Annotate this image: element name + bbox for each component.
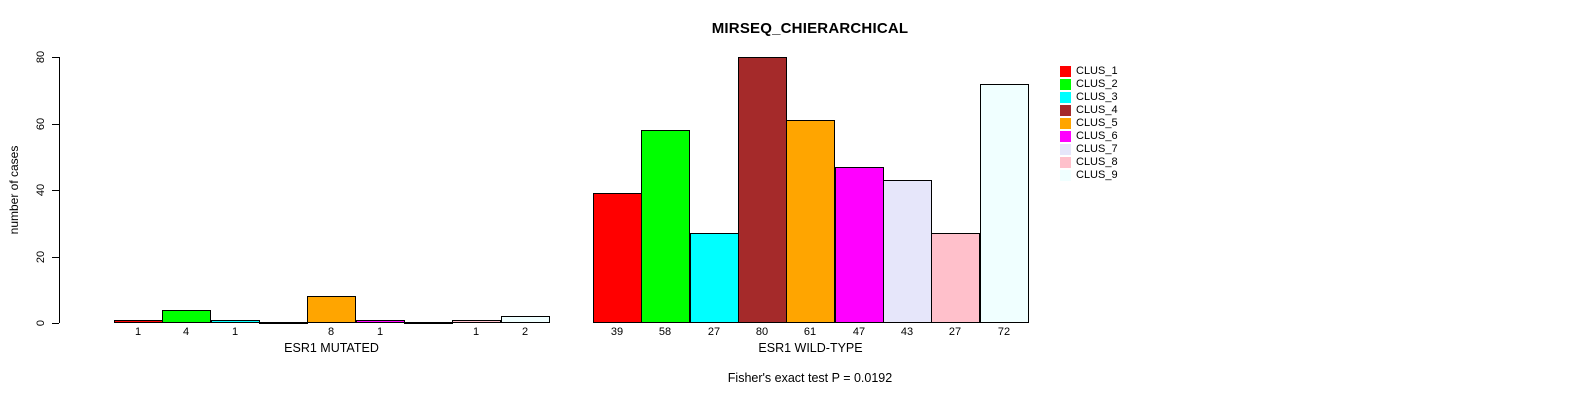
bar-esr1-wild-type-CLUS_3	[690, 233, 739, 323]
legend-item-CLUS_6: CLUS_6	[1060, 130, 1118, 143]
bar-esr1-mutated-CLUS_5	[307, 296, 356, 323]
bar-esr1-wild-type-CLUS_9	[980, 84, 1029, 323]
legend-label: CLUS_4	[1076, 104, 1118, 116]
legend-label: CLUS_7	[1076, 143, 1118, 155]
bar-esr1-mutated-CLUS_8	[452, 320, 501, 323]
bar-esr1-mutated-CLUS_1	[114, 320, 163, 323]
bar-esr1-mutated-CLUS_9	[501, 316, 550, 323]
chart-title: MIRSEQ_CHIERARCHICAL	[711, 20, 909, 37]
y-axis-line	[59, 57, 60, 323]
y-tick-mark	[52, 57, 59, 58]
legend-swatch-CLUS_8	[1060, 157, 1071, 168]
legend-swatch-CLUS_1	[1060, 66, 1071, 77]
legend-swatch-CLUS_4	[1060, 105, 1071, 116]
y-tick-mark	[52, 123, 59, 125]
bar-value-label: 27	[707, 326, 721, 338]
bar-value-label: 43	[900, 326, 914, 338]
legend-item-CLUS_9: CLUS_9	[1060, 169, 1118, 182]
y-tick-label: 40	[35, 183, 47, 197]
legend-swatch-CLUS_7	[1060, 144, 1071, 155]
legend-swatch-CLUS_3	[1060, 92, 1071, 103]
x-axis-group-label-mutated: ESR1 MUTATED	[284, 341, 379, 355]
legend-item-CLUS_1: CLUS_1	[1060, 65, 1118, 78]
bar-value-label: 47	[852, 326, 866, 338]
bar-esr1-wild-type-CLUS_5	[786, 120, 835, 323]
bar-value-label: 58	[658, 326, 672, 338]
x-axis-group-label-wildtype: ESR1 WILD-TYPE	[758, 341, 863, 355]
bar-value-label: 1	[472, 326, 480, 338]
legend-item-CLUS_7: CLUS_7	[1060, 143, 1118, 156]
legend-label: CLUS_1	[1076, 65, 1118, 77]
legend-label: CLUS_3	[1076, 91, 1118, 103]
bar-value-label: 27	[948, 326, 962, 338]
bar-value-label: 39	[610, 326, 624, 338]
legend-label: CLUS_9	[1076, 169, 1118, 181]
bar-esr1-wild-type-CLUS_6	[835, 167, 884, 323]
legend-label: CLUS_5	[1076, 117, 1118, 129]
y-tick-label: 0	[35, 319, 47, 327]
bar-value-label: 1	[134, 326, 142, 338]
bar-esr1-wild-type-CLUS_7	[883, 180, 932, 323]
legend-swatch-CLUS_5	[1060, 118, 1071, 129]
bar-value-label: 1	[231, 326, 239, 338]
fisher-test-annotation: Fisher's exact test P = 0.0192	[727, 371, 893, 385]
y-tick-mark	[52, 323, 59, 324]
y-tick-mark	[52, 190, 59, 191]
bar-value-label: 2	[521, 326, 529, 338]
bar-esr1-mutated-CLUS_2	[162, 310, 211, 323]
legend-label: CLUS_6	[1076, 130, 1118, 142]
bar-esr1-wild-type-CLUS_4	[738, 57, 787, 323]
bar-esr1-mutated-CLUS_6	[356, 320, 405, 323]
legend-item-CLUS_2: CLUS_2	[1060, 78, 1118, 91]
bar-zero-esr1-mutated-CLUS_7	[404, 322, 453, 324]
y-tick-label: 20	[35, 250, 47, 263]
legend-label: CLUS_2	[1076, 78, 1118, 90]
bar-value-label: 61	[803, 326, 817, 338]
bar-zero-esr1-mutated-CLUS_4	[259, 322, 308, 324]
bar-esr1-wild-type-CLUS_1	[593, 193, 642, 323]
bar-value-label: 4	[182, 326, 190, 338]
y-tick-mark	[52, 256, 59, 258]
bar-value-label: 80	[755, 326, 769, 338]
y-tick-label: 60	[35, 117, 47, 130]
legend-swatch-CLUS_2	[1060, 79, 1071, 90]
legend-item-CLUS_3: CLUS_3	[1060, 91, 1118, 104]
legend-swatch-CLUS_9	[1060, 170, 1071, 181]
bar-esr1-wild-type-CLUS_8	[931, 233, 980, 323]
bar-esr1-mutated-CLUS_3	[211, 320, 260, 323]
bar-value-label: 1	[376, 326, 384, 338]
legend-item-CLUS_8: CLUS_8	[1060, 156, 1118, 169]
legend-item-CLUS_4: CLUS_4	[1060, 104, 1118, 117]
y-axis-title: number of cases	[7, 145, 21, 235]
legend-item-CLUS_5: CLUS_5	[1060, 117, 1118, 130]
bar-esr1-wild-type-CLUS_2	[641, 130, 690, 323]
legend-label: CLUS_8	[1076, 156, 1118, 168]
bar-value-label: 72	[997, 326, 1011, 338]
y-tick-label: 80	[35, 50, 47, 64]
bar-value-label: 8	[327, 326, 335, 338]
legend-swatch-CLUS_6	[1060, 131, 1071, 142]
